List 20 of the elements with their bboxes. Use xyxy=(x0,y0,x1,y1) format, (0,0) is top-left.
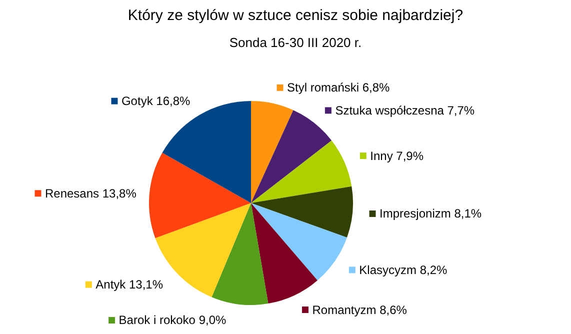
legend-label: Styl romański 6,8% xyxy=(287,80,390,95)
legend-label: Impresjonizm 8,1% xyxy=(380,206,482,221)
pie-slice xyxy=(251,101,294,203)
chart-subtitle: Sonda 16-30 III 2020 r. xyxy=(229,35,362,50)
pie-slice xyxy=(251,203,347,280)
pie-slice xyxy=(251,110,332,203)
legend-label: Romantyzm 8,6% xyxy=(312,302,408,317)
pie-slice xyxy=(251,203,318,304)
pie-slice xyxy=(251,140,352,203)
pie-slice xyxy=(149,152,251,238)
legend-label: Renesans 13,8% xyxy=(44,186,137,200)
pie-slice xyxy=(212,203,268,305)
legend-label: Gotyk 16,8% xyxy=(121,94,191,108)
legend-label: Klasycyzm 8,2% xyxy=(359,262,448,277)
legend-label: Antyk 13,1% xyxy=(96,278,164,292)
legend-label: Sztuka współczesna 7,7% xyxy=(335,103,475,118)
pie-slice xyxy=(251,186,353,238)
legend-label: Barok i rokoko 9,0% xyxy=(118,313,226,328)
chart-title: Który ze stylów w sztuce cenisz sobie najbardziej? xyxy=(128,7,464,24)
legend-label: Inny 7,9% xyxy=(370,148,424,163)
